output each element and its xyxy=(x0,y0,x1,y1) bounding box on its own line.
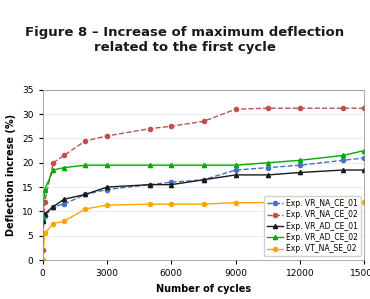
Exp. VT_NA_SE_02 xyxy=(51,222,55,225)
Exp. VR_NA_CE_01 xyxy=(51,205,55,208)
Exp. VR_NA_CE_01 xyxy=(105,188,109,191)
Exp. VR_NA_CE_02 xyxy=(298,106,302,110)
Exp. VR_AD_CE_01 xyxy=(362,168,367,172)
Exp. VR_AD_CE_02 xyxy=(266,161,270,164)
Exp. VR_NA_CE_02 xyxy=(83,139,88,143)
Exp. VR_NA_CE_01 xyxy=(40,219,45,223)
Exp. VR_AD_CE_02 xyxy=(233,163,238,167)
Exp. VT_NA_SE_02 xyxy=(266,201,270,205)
Exp. VR_NA_CE_02 xyxy=(148,127,152,130)
Exp. VR_NA_CE_02 xyxy=(43,200,47,204)
Exp. VR_AD_CE_02 xyxy=(83,163,88,167)
Exp. VR_NA_CE_01 xyxy=(233,168,238,172)
Exp. VR_NA_CE_01 xyxy=(83,193,88,196)
Exp. VR_NA_CE_02 xyxy=(201,120,206,123)
Exp. VR_NA_CE_01 xyxy=(148,183,152,187)
Line: Exp. VR_NA_CE_02: Exp. VR_NA_CE_02 xyxy=(40,106,367,252)
Exp. VR_NA_CE_02 xyxy=(62,154,66,157)
Exp. VT_NA_SE_02 xyxy=(83,207,88,211)
Exp. VR_AD_CE_01 xyxy=(233,173,238,177)
Text: Figure 8 – Increase of maximum deflection
related to the first cycle: Figure 8 – Increase of maximum deflectio… xyxy=(26,26,344,54)
Exp. VR_NA_CE_02 xyxy=(233,107,238,111)
Exp. VR_AD_CE_02 xyxy=(341,154,345,157)
Exp. VT_NA_SE_02 xyxy=(40,258,45,262)
Exp. VR_NA_CE_01 xyxy=(43,214,47,218)
Exp. VR_AD_CE_01 xyxy=(62,197,66,201)
Line: Exp. VT_NA_SE_02: Exp. VT_NA_SE_02 xyxy=(40,200,367,262)
Exp. VR_NA_CE_01 xyxy=(201,178,206,181)
X-axis label: Number of cycles: Number of cycles xyxy=(156,284,251,294)
Exp. VR_AD_CE_01 xyxy=(40,219,45,223)
Exp. VR_AD_CE_02 xyxy=(148,163,152,167)
Exp. VR_AD_CE_01 xyxy=(83,193,88,196)
Exp. VR_NA_CE_02 xyxy=(266,106,270,110)
Exp. VR_NA_CE_02 xyxy=(40,248,45,252)
Exp. VR_AD_CE_02 xyxy=(298,158,302,162)
Exp. VR_AD_CE_01 xyxy=(341,168,345,172)
Y-axis label: Deflection increse (%): Deflection increse (%) xyxy=(6,114,17,236)
Exp. VR_NA_CE_02 xyxy=(51,161,55,164)
Exp. VR_AD_CE_02 xyxy=(43,188,47,191)
Exp. VT_NA_SE_02 xyxy=(298,201,302,205)
Line: Exp. VR_AD_CE_02: Exp. VR_AD_CE_02 xyxy=(40,149,367,218)
Exp. VR_AD_CE_02 xyxy=(105,163,109,167)
Line: Exp. VR_NA_CE_01: Exp. VR_NA_CE_01 xyxy=(40,156,367,223)
Exp. VR_AD_CE_02 xyxy=(169,163,174,167)
Exp. VT_NA_SE_02 xyxy=(341,200,345,204)
Exp. VR_AD_CE_01 xyxy=(201,178,206,181)
Legend: Exp. VR_NA_CE_01, Exp. VR_NA_CE_02, Exp. VR_AD_CE_01, Exp. VR_AD_CE_02, Exp. VT_: Exp. VR_NA_CE_01, Exp. VR_NA_CE_02, Exp.… xyxy=(264,196,361,256)
Exp. VT_NA_SE_02 xyxy=(43,231,47,235)
Exp. VR_AD_CE_02 xyxy=(362,149,367,152)
Exp. VT_NA_SE_02 xyxy=(201,202,206,206)
Exp. VR_NA_CE_01 xyxy=(362,156,367,160)
Exp. VT_NA_SE_02 xyxy=(362,200,367,204)
Exp. VR_AD_CE_02 xyxy=(51,168,55,172)
Exp. VR_NA_CE_01 xyxy=(169,180,174,184)
Exp. VR_NA_CE_01 xyxy=(341,158,345,162)
Exp. VR_AD_CE_01 xyxy=(266,173,270,177)
Exp. VR_NA_CE_02 xyxy=(341,106,345,110)
Exp. VR_AD_CE_02 xyxy=(201,163,206,167)
Exp. VT_NA_SE_02 xyxy=(148,202,152,206)
Exp. VR_NA_CE_01 xyxy=(266,166,270,170)
Exp. VT_NA_SE_02 xyxy=(62,219,66,223)
Exp. VR_AD_CE_01 xyxy=(51,205,55,208)
Exp. VR_NA_CE_02 xyxy=(105,134,109,138)
Exp. VR_AD_CE_01 xyxy=(169,183,174,187)
Line: Exp. VR_AD_CE_01: Exp. VR_AD_CE_01 xyxy=(40,168,367,223)
Exp. VR_NA_CE_01 xyxy=(298,163,302,167)
Exp. VR_AD_CE_02 xyxy=(40,214,45,218)
Exp. VT_NA_SE_02 xyxy=(169,202,174,206)
Exp. VR_NA_CE_02 xyxy=(169,124,174,128)
Exp. VR_AD_CE_01 xyxy=(298,171,302,174)
Exp. VR_AD_CE_02 xyxy=(62,166,66,170)
Exp. VT_NA_SE_02 xyxy=(105,203,109,207)
Exp. VR_AD_CE_01 xyxy=(105,185,109,189)
Exp. VR_AD_CE_01 xyxy=(148,183,152,187)
Exp. VR_AD_CE_01 xyxy=(43,212,47,216)
Exp. VR_NA_CE_01 xyxy=(62,202,66,206)
Exp. VR_NA_CE_02 xyxy=(362,106,367,110)
Exp. VT_NA_SE_02 xyxy=(233,201,238,205)
